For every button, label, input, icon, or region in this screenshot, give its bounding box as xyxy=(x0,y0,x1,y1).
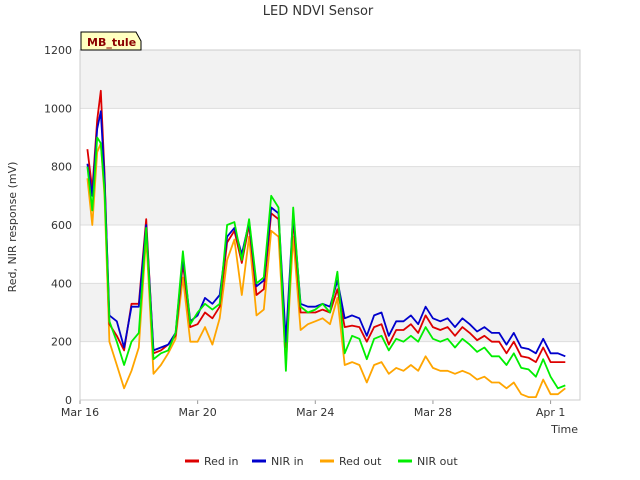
y-axis-ticks: 0 200 400 600 800 1000 1200 xyxy=(44,44,72,407)
series-line-nir-in xyxy=(86,110,566,358)
plot-band xyxy=(80,225,580,284)
annotation-badge-label: MB_tule xyxy=(87,36,136,49)
y-axis-label: Red, NIR response (mV) xyxy=(6,162,19,293)
y-tick-label: 0 xyxy=(65,394,72,407)
legend-item: NIR out xyxy=(398,455,458,468)
x-axis-ticks: Mar 16 Mar 20 Mar 24 Mar 28 Apr 1 xyxy=(61,400,565,419)
plot-band xyxy=(80,108,580,167)
y-tick-label: 400 xyxy=(51,277,72,290)
y-tick-label: 800 xyxy=(51,161,72,174)
legend-item: Red in xyxy=(185,455,238,468)
legend-label: Red out xyxy=(339,455,382,468)
legend-item: Red out xyxy=(320,455,382,468)
x-tick-label: Mar 28 xyxy=(414,406,452,419)
plot-band xyxy=(80,50,580,109)
x-tick-label: Mar 24 xyxy=(296,406,334,419)
legend: Red in NIR in Red out NIR out xyxy=(185,455,458,468)
y-tick-label: 600 xyxy=(51,219,72,232)
plot-background xyxy=(80,50,580,400)
x-axis-label: Time xyxy=(550,423,578,436)
legend-label: Red in xyxy=(204,455,238,468)
x-tick-label: Apr 1 xyxy=(536,406,566,419)
series-line-nir-out xyxy=(86,136,566,390)
chart-title: LED NDVI Sensor xyxy=(263,4,374,19)
legend-label: NIR in xyxy=(271,455,304,468)
plot-band xyxy=(80,166,580,225)
y-tick-label: 1000 xyxy=(44,102,72,115)
plot-frame xyxy=(79,49,581,401)
x-tick-label: Mar 16 xyxy=(61,406,99,419)
y-tick-label: 200 xyxy=(51,336,72,349)
legend-item: NIR in xyxy=(252,455,304,468)
series-lines xyxy=(86,89,566,399)
annotation-badge: MB_tule xyxy=(80,31,142,51)
series-line-red-in xyxy=(86,89,566,364)
y-tick-label: 1200 xyxy=(44,44,72,57)
legend-label: NIR out xyxy=(417,455,458,468)
annotation-badge-box xyxy=(80,31,142,51)
x-tick-label: Mar 20 xyxy=(179,406,217,419)
series-line-red-out xyxy=(86,142,566,399)
